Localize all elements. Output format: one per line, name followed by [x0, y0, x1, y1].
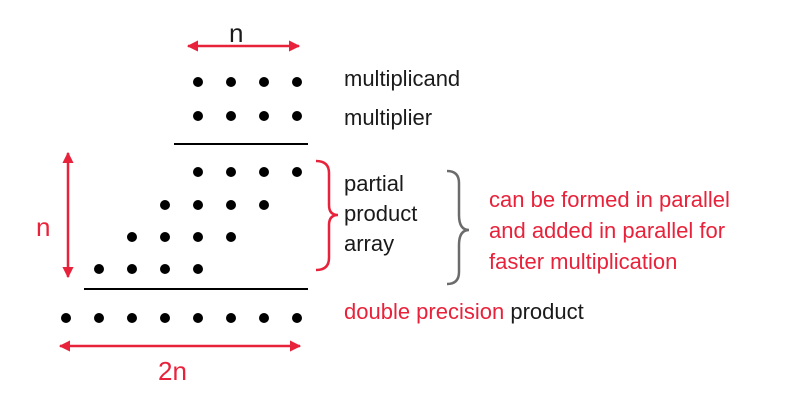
multiplier-dot — [193, 111, 203, 121]
product-dot — [292, 313, 302, 323]
parallel-note-brace — [446, 169, 470, 286]
partial-product-dot — [127, 264, 137, 274]
partial-array-label-line-1: partial — [344, 171, 404, 196]
multiplier-dot — [226, 111, 236, 121]
parallel-note-line-1: can be formed in parallel — [489, 187, 730, 212]
partial-product-dot — [160, 264, 170, 274]
parallel-note-line-3: faster multiplication — [489, 249, 678, 274]
product-label-prefix: double precision — [344, 299, 505, 324]
multiplicand-dot — [259, 77, 269, 87]
bottom-width-label: 2n — [158, 356, 187, 386]
multiplicand-dot — [226, 77, 236, 87]
left-height-label: n — [36, 212, 51, 242]
top-width-label: n — [229, 18, 244, 48]
partial-product-dot — [160, 232, 170, 242]
multiplier-dot — [259, 111, 269, 121]
partial-array-label-line-3: array — [344, 231, 395, 256]
partial-product-dot — [292, 167, 302, 177]
partial-product-dot — [193, 167, 203, 177]
partial-product-dot — [193, 232, 203, 242]
partial-product-dot — [127, 232, 137, 242]
partial-product-dot — [160, 200, 170, 210]
partial-product-dot — [226, 200, 236, 210]
product-dot — [61, 313, 71, 323]
product-dot — [94, 313, 104, 323]
partial-product-dot — [259, 167, 269, 177]
product-dot — [127, 313, 137, 323]
partial-array-brace — [315, 159, 339, 272]
multiplicand-dot — [193, 77, 203, 87]
partial-array-label-line-2: product — [344, 201, 418, 226]
partial-product-dot — [94, 264, 104, 274]
multiplicand-dot — [292, 77, 302, 87]
partial-product-dot — [193, 264, 203, 274]
product-dot — [226, 313, 236, 323]
multiplier-label: multiplier — [344, 105, 433, 130]
multiplicand-label: multiplicand — [344, 66, 461, 91]
product-label: double precision product — [344, 299, 584, 325]
dot-rows — [61, 77, 302, 323]
partial-product-dot — [226, 232, 236, 242]
partial-product-dot — [259, 200, 269, 210]
parallel-note-line-2: and added in parallel for — [489, 218, 726, 243]
product-dot — [259, 313, 269, 323]
multiplier-dot — [292, 111, 302, 121]
product-label-suffix: product — [504, 299, 584, 324]
partial-product-dot — [226, 167, 236, 177]
product-dot — [160, 313, 170, 323]
partial-product-dot — [193, 200, 203, 210]
product-dot — [193, 313, 203, 323]
